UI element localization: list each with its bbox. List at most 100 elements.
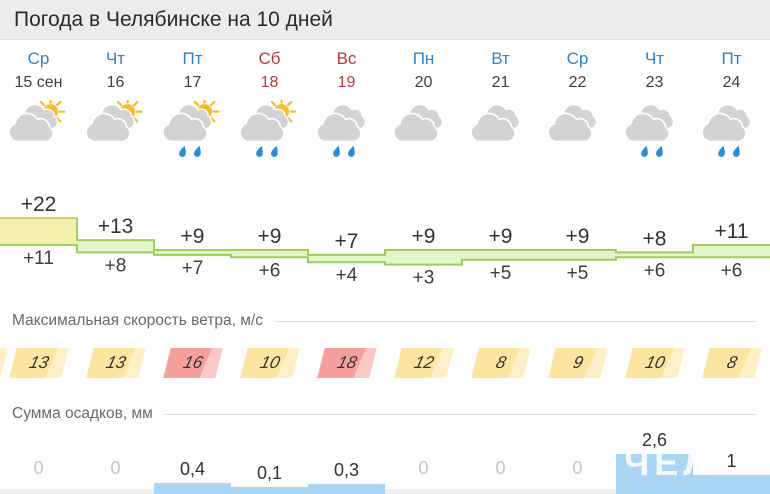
- precip-value: 1: [726, 451, 737, 471]
- day-column[interactable]: Вс 19: [308, 48, 385, 178]
- day-column[interactable]: Пн 20: [385, 48, 462, 178]
- precip-value: 0,4: [179, 458, 206, 479]
- precip-section-header: Сумма осадков, мм: [12, 405, 756, 423]
- bottom-strip: [0, 489, 770, 494]
- precip-value: 0: [418, 458, 429, 478]
- day-temp-label: +7: [335, 230, 359, 253]
- precip-bar: [616, 454, 693, 494]
- day-column[interactable]: Чт 16: [77, 48, 154, 178]
- day-column[interactable]: Ср 22: [539, 48, 616, 178]
- watermark: ЧЕЛ: [624, 442, 714, 483]
- day-column[interactable]: Сб 18: [231, 48, 308, 178]
- date-label: 24: [722, 74, 741, 91]
- temp-band: [0, 218, 77, 246]
- day-of-week-label: Ср: [566, 49, 589, 68]
- day-temp-label: +9: [412, 225, 436, 248]
- date-label: 18: [260, 74, 279, 91]
- weather-icon-cloud: [385, 100, 462, 163]
- widget-title-bar: Погода в Челябинске на 10 дней: [0, 0, 770, 40]
- wind-badge: 13: [8, 348, 69, 378]
- date-label: 16: [106, 74, 125, 91]
- temp-band: [539, 249, 616, 260]
- night-temp-label: +3: [413, 268, 435, 289]
- weather-icon-cloud: [462, 100, 539, 163]
- precip-section-label: Сумма осадков, мм: [12, 405, 153, 422]
- wind-badge: 16: [162, 348, 223, 378]
- precip-value: 0: [110, 458, 121, 478]
- precip-value: 0: [495, 458, 506, 478]
- day-of-week-label: Чт: [644, 49, 665, 68]
- date-label: 23: [645, 74, 664, 91]
- day-column[interactable]: Пт 17: [154, 48, 231, 178]
- weather-icon-cloud-rain: [308, 100, 385, 163]
- temp-band: [616, 252, 693, 258]
- day-of-week-label: Чт: [105, 49, 126, 68]
- divider-line: [274, 320, 756, 322]
- divider-line: [164, 413, 756, 415]
- precip-value: 0: [33, 458, 44, 478]
- night-temp-label: +8: [105, 255, 127, 276]
- date-label: 20: [414, 74, 433, 91]
- night-temp-label: +7: [182, 258, 204, 279]
- wind-badge: 13: [85, 348, 146, 378]
- day-temp-label: +22: [21, 193, 57, 216]
- date-label: 17: [183, 74, 202, 91]
- wind-section-header: Максимальная скорость ветра, м/с: [12, 312, 756, 330]
- night-temp-label: +5: [490, 263, 512, 284]
- page-title: Погода в Челябинске на 10 дней: [14, 8, 333, 31]
- wind-section-label: Максимальная скорость ветра, м/с: [12, 312, 263, 329]
- night-temp-label: +6: [644, 260, 666, 281]
- weather-icon-cloud: [539, 100, 616, 163]
- weather-icon-sun-cloud-rain: [231, 96, 308, 163]
- day-of-week-label: Сб: [258, 49, 281, 68]
- night-temp-label: +4: [336, 265, 358, 286]
- night-temp-label: +5: [567, 263, 589, 284]
- temp-band: [308, 254, 385, 263]
- precip-value: 0,1: [256, 462, 283, 483]
- temperature-chart: +22 +11 +13 +8 +9 +7 +9 +6 +7 +4 +9 +3 +9 +5 +9 +5 +8 +6 +…: [0, 193, 770, 289]
- weather-icon-cloud-rain: [616, 100, 693, 163]
- day-column[interactable]: Пт 24: [693, 48, 770, 178]
- precip-value: 2,6: [641, 430, 668, 451]
- day-temp-label: +13: [98, 215, 134, 238]
- precip-row: 0 0 0,4 0,1 0,3 0 0 0 2,6 1: [0, 430, 770, 494]
- day-of-week-label: Пн: [412, 49, 435, 68]
- wind-badge: 8: [701, 348, 762, 378]
- day-column[interactable]: Вт 21: [462, 48, 539, 178]
- day-of-week-label: Вс: [336, 49, 357, 68]
- day-temp-label: +9: [489, 225, 513, 248]
- precip-value: 0,3: [333, 460, 360, 481]
- wind-badge: 10: [239, 348, 300, 378]
- day-column[interactable]: Ср 15 сен: [0, 48, 77, 178]
- precip-bar: [231, 486, 308, 494]
- wind-row: 13 13 16 10 18 12 8 9 10 8: [0, 348, 770, 380]
- temp-band: [77, 240, 154, 253]
- day-of-week-label: Вт: [491, 49, 510, 68]
- weather-icon-sun-cloud-rain: [154, 96, 231, 163]
- date-label: 19: [337, 74, 356, 91]
- wind-badge: 12: [393, 348, 454, 378]
- wind-badge: 18: [316, 348, 377, 378]
- temp-band: [231, 249, 308, 258]
- day-temp-label: +9: [258, 225, 282, 248]
- date-label: 22: [568, 74, 587, 91]
- wind-badge: 10: [624, 348, 685, 378]
- day-column[interactable]: Чт 23: [616, 48, 693, 178]
- wind-badge: 8: [470, 348, 531, 378]
- precip-value: 0: [572, 458, 583, 478]
- wind-badge-clipped: [0, 348, 8, 378]
- date-label: 21: [491, 74, 510, 91]
- weather-icon-sun-cloud: [77, 96, 154, 163]
- day-temp-label: +9: [566, 225, 590, 248]
- precip-bar: [308, 484, 385, 494]
- temp-band: [154, 249, 231, 255]
- day-of-week-label: Ср: [27, 49, 50, 68]
- night-temp-label: +6: [259, 260, 281, 281]
- day-of-week-label: Пт: [182, 49, 203, 68]
- wind-badge: 9: [547, 348, 608, 378]
- date-label: 15 сен: [14, 74, 63, 91]
- weather-icon-cloud-rain: [693, 100, 770, 163]
- day-temp-label: +9: [181, 225, 205, 248]
- night-temp-label: +11: [23, 248, 54, 269]
